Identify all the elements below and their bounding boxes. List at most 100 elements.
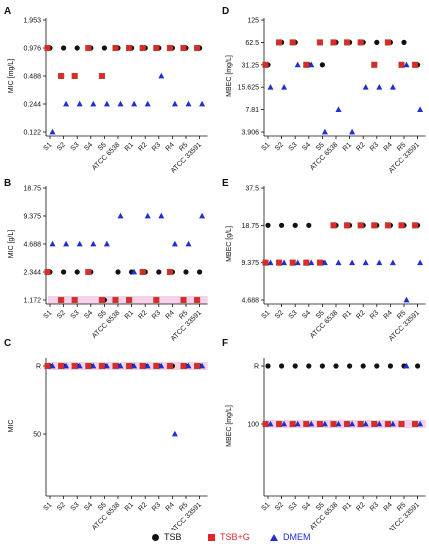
data-point-tsbg xyxy=(398,420,405,428)
x-tick-label: R2 xyxy=(137,501,148,512)
data-point-dmem xyxy=(335,420,342,427)
data-point-tsb xyxy=(101,45,107,51)
data-point-tsb xyxy=(279,363,285,369)
data-point-tsb xyxy=(115,269,121,275)
data-point-dmem xyxy=(267,83,274,90)
data-point-tsb xyxy=(292,222,298,228)
data-point-tsb xyxy=(374,39,380,45)
data-point-dmem xyxy=(90,240,97,247)
data-point-dmem xyxy=(185,362,192,369)
data-point-dmem xyxy=(103,240,110,247)
data-point-tsb xyxy=(387,363,393,369)
data-point-dmem xyxy=(76,362,83,369)
data-point-dmem xyxy=(417,259,424,266)
legend-item-dmem: DMEM xyxy=(270,532,311,542)
data-point-tsbg xyxy=(98,296,105,304)
data-point-tsbg xyxy=(180,44,187,52)
data-point-dmem xyxy=(76,240,83,247)
panel-letter-d: D xyxy=(222,6,229,17)
data-point-tsbg xyxy=(262,420,269,428)
data-point-tsb xyxy=(401,39,407,45)
legend-label-tsb: TSB xyxy=(164,532,182,542)
x-tick-label: S1 xyxy=(260,501,271,512)
x-tick-label: S1 xyxy=(42,501,53,512)
data-point-dmem xyxy=(294,420,301,427)
x-tick-label: R1 xyxy=(124,501,135,512)
data-point-dmem xyxy=(158,362,165,369)
data-point-dmem xyxy=(362,259,369,266)
data-point-dmem xyxy=(349,128,356,135)
data-point-tsbg xyxy=(357,39,364,46)
x-tick-label: S2 xyxy=(56,309,67,320)
x-tick-label: S2 xyxy=(56,501,67,512)
data-point-tsbg xyxy=(276,259,283,266)
data-point-tsb xyxy=(265,222,271,228)
y-tick-label: 1.953 xyxy=(23,18,41,25)
data-point-tsbg xyxy=(412,420,419,428)
data-point-tsb xyxy=(319,363,325,369)
triangle-marker-icon xyxy=(270,533,278,541)
data-point-tsbg xyxy=(194,362,201,370)
data-point-tsb xyxy=(319,62,325,68)
x-tick-label: S5 xyxy=(315,501,326,512)
data-point-tsb xyxy=(415,363,421,369)
panel-letter-b: B xyxy=(4,178,11,189)
x-tick-label: S4 xyxy=(83,141,94,152)
x-tick-label: R4 xyxy=(383,309,394,320)
data-point-dmem xyxy=(403,61,410,68)
data-point-tsb xyxy=(156,269,162,275)
y-tick-label: 0.976 xyxy=(23,46,41,53)
y-tick-label: 0.244 xyxy=(23,102,41,109)
data-point-tsbg xyxy=(289,259,296,266)
data-point-dmem xyxy=(376,83,383,90)
x-tick-label: S4 xyxy=(83,501,94,512)
x-tick-label: S5 xyxy=(97,141,108,152)
data-point-tsbg xyxy=(303,61,310,68)
data-point-dmem xyxy=(131,362,138,369)
data-point-dmem xyxy=(403,296,410,303)
panel-letter-a: A xyxy=(4,6,11,17)
data-point-dmem xyxy=(199,100,206,107)
x-tick-label: S5 xyxy=(97,501,108,512)
data-point-tsbg xyxy=(398,61,405,68)
data-point-tsbg xyxy=(112,296,119,304)
data-point-dmem xyxy=(308,259,315,266)
data-point-dmem xyxy=(199,212,206,219)
panel-letter-e: E xyxy=(222,178,229,189)
data-point-tsbg xyxy=(58,362,65,370)
x-tick-label: S1 xyxy=(42,309,53,320)
x-tick-label: R3 xyxy=(151,141,162,152)
data-point-tsbg xyxy=(98,72,105,80)
data-point-tsbg xyxy=(139,44,146,52)
y-axis-label-e: MBEC [g/L] xyxy=(226,226,233,262)
x-tick-label: R3 xyxy=(369,501,380,512)
data-point-dmem xyxy=(267,420,274,427)
x-tick-label: R1 xyxy=(124,141,135,152)
y-tick-label: 37.5 xyxy=(245,186,259,193)
legend-item-tsb: TSB xyxy=(152,532,182,542)
y-tick-label: 3.906 xyxy=(241,130,259,137)
x-tick-label: R3 xyxy=(151,309,162,320)
legend-label-dmem: DMEM xyxy=(283,532,311,542)
data-point-tsb xyxy=(183,269,189,275)
data-point-dmem xyxy=(417,420,424,427)
x-tick-label: S4 xyxy=(301,501,312,512)
data-point-tsbg xyxy=(139,268,146,276)
x-tick-label: S5 xyxy=(97,309,108,320)
data-point-tsbg xyxy=(166,362,173,370)
data-point-tsbg xyxy=(344,39,351,46)
data-point-dmem xyxy=(281,83,288,90)
data-point-tsbg xyxy=(344,420,351,428)
x-tick-label: S3 xyxy=(70,501,81,512)
data-point-tsbg xyxy=(139,362,146,370)
x-tick-label: S1 xyxy=(42,141,53,152)
data-point-dmem xyxy=(144,362,151,369)
data-point-tsbg xyxy=(384,420,391,428)
data-point-tsbg xyxy=(276,420,283,428)
x-tick-label: R5 xyxy=(396,501,407,512)
data-point-dmem xyxy=(131,268,138,275)
x-tick-label: S3 xyxy=(70,309,81,320)
data-point-tsbg xyxy=(153,362,160,370)
x-tick-label: R3 xyxy=(369,309,380,320)
data-point-tsbg xyxy=(398,222,405,229)
